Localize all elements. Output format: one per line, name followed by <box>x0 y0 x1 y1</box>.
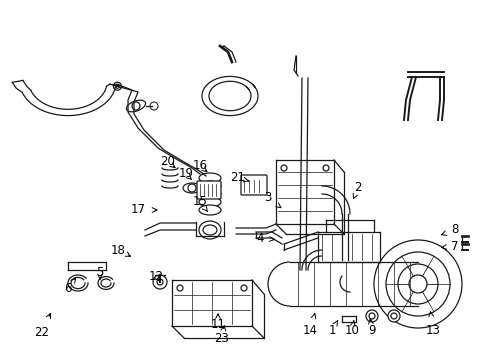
Text: 15: 15 <box>192 195 207 211</box>
Ellipse shape <box>115 84 119 88</box>
FancyBboxPatch shape <box>197 181 221 199</box>
Ellipse shape <box>183 183 201 193</box>
Text: 20: 20 <box>160 156 175 168</box>
Circle shape <box>385 252 449 316</box>
Circle shape <box>408 275 426 293</box>
Circle shape <box>390 313 396 319</box>
Text: 19: 19 <box>178 167 193 180</box>
Ellipse shape <box>199 221 221 239</box>
Text: 11: 11 <box>210 314 225 332</box>
Ellipse shape <box>126 100 145 112</box>
Text: 17: 17 <box>130 203 157 216</box>
Circle shape <box>397 264 437 304</box>
Circle shape <box>132 102 140 110</box>
Circle shape <box>368 313 374 319</box>
Text: 3: 3 <box>264 192 280 208</box>
Ellipse shape <box>199 189 221 199</box>
Ellipse shape <box>199 181 221 191</box>
Circle shape <box>365 310 377 322</box>
Circle shape <box>373 240 461 328</box>
Ellipse shape <box>199 197 221 207</box>
Ellipse shape <box>113 82 121 90</box>
Ellipse shape <box>199 173 221 183</box>
Circle shape <box>150 102 158 110</box>
Circle shape <box>153 275 167 289</box>
FancyBboxPatch shape <box>241 175 266 195</box>
Text: 16: 16 <box>192 159 207 172</box>
Circle shape <box>281 165 286 171</box>
Text: 9: 9 <box>367 319 375 337</box>
Text: 13: 13 <box>425 312 440 337</box>
Text: 22: 22 <box>35 314 50 338</box>
Text: 12: 12 <box>148 270 163 283</box>
Circle shape <box>323 165 328 171</box>
Text: 18: 18 <box>110 243 130 256</box>
Text: 7: 7 <box>441 239 458 252</box>
Ellipse shape <box>203 225 217 235</box>
Text: 5: 5 <box>96 265 103 279</box>
Text: 8: 8 <box>441 224 458 237</box>
Text: 14: 14 <box>302 314 317 337</box>
Text: 23: 23 <box>214 326 229 345</box>
Text: 6: 6 <box>64 278 76 294</box>
Text: 10: 10 <box>344 321 359 337</box>
Text: 4: 4 <box>256 231 274 244</box>
Ellipse shape <box>199 205 221 215</box>
Circle shape <box>177 285 183 291</box>
Circle shape <box>157 279 163 285</box>
Circle shape <box>187 184 196 192</box>
Circle shape <box>241 285 246 291</box>
Text: 1: 1 <box>327 321 337 337</box>
Text: 2: 2 <box>352 181 361 198</box>
Text: 21: 21 <box>230 171 248 184</box>
Circle shape <box>387 310 399 322</box>
